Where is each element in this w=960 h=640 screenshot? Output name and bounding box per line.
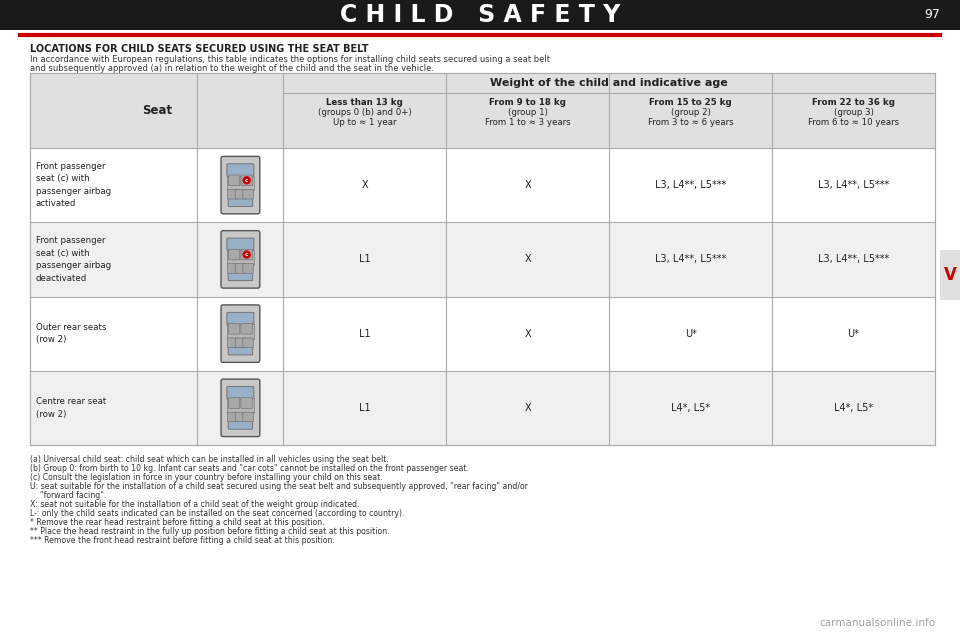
FancyBboxPatch shape — [221, 156, 260, 214]
Text: Front passenger
seat (c) with
passenger airbag
activated: Front passenger seat (c) with passenger … — [36, 162, 111, 209]
Text: and subsequently approved (a) in relation to the weight of the child and the sea: and subsequently approved (a) in relatio… — [30, 64, 434, 73]
FancyBboxPatch shape — [228, 397, 240, 408]
Bar — [227, 398, 254, 413]
Text: X: X — [524, 328, 531, 339]
FancyBboxPatch shape — [227, 387, 254, 399]
Text: From 6 to ≈ 10 years: From 6 to ≈ 10 years — [808, 118, 900, 127]
Text: 97: 97 — [924, 8, 940, 22]
Text: X: X — [524, 403, 531, 413]
FancyBboxPatch shape — [228, 271, 252, 281]
Text: carmanualsonline.info: carmanualsonline.info — [819, 618, 935, 628]
FancyBboxPatch shape — [241, 249, 252, 260]
Text: LOCATIONS FOR CHILD SEATS SECURED USING THE SEAT BELT: LOCATIONS FOR CHILD SEATS SECURED USING … — [30, 44, 369, 54]
Circle shape — [243, 251, 251, 258]
FancyBboxPatch shape — [228, 197, 252, 207]
FancyBboxPatch shape — [228, 420, 252, 429]
Text: From 15 to 25 kg: From 15 to 25 kg — [649, 98, 732, 107]
FancyBboxPatch shape — [243, 264, 253, 273]
Text: L3, L4**, L5***: L3, L4**, L5*** — [818, 254, 889, 264]
FancyBboxPatch shape — [241, 175, 252, 186]
Text: From 9 to 18 kg: From 9 to 18 kg — [490, 98, 566, 107]
Text: "forward facing".: "forward facing". — [30, 491, 107, 500]
Text: X: seat not suitable for the installation of a child seat of the weight group in: X: seat not suitable for the installatio… — [30, 500, 360, 509]
Text: U*: U* — [684, 328, 697, 339]
Text: L1: L1 — [359, 328, 371, 339]
Text: Weight of the child and indicative age: Weight of the child and indicative age — [491, 78, 728, 88]
Text: L4*, L5*: L4*, L5* — [834, 403, 873, 413]
FancyBboxPatch shape — [235, 189, 246, 199]
Bar — [30, 371, 935, 445]
FancyBboxPatch shape — [228, 249, 240, 260]
Text: c: c — [245, 252, 249, 257]
Text: * Remove the rear head restraint before fitting a child seat at this position.: * Remove the rear head restraint before … — [30, 518, 324, 527]
Text: V: V — [944, 266, 956, 284]
FancyBboxPatch shape — [228, 264, 238, 273]
Text: In accordance with European regulations, this table indicates the options for in: In accordance with European regulations,… — [30, 55, 550, 64]
FancyBboxPatch shape — [228, 323, 240, 334]
Text: Front passenger
seat (c) with
passenger airbag
deactivated: Front passenger seat (c) with passenger … — [36, 236, 111, 283]
Text: L-: only the child seats indicated can be installed on the seat concerned (accor: L-: only the child seats indicated can b… — [30, 509, 404, 518]
Text: Seat: Seat — [142, 104, 172, 117]
FancyBboxPatch shape — [243, 412, 253, 422]
FancyBboxPatch shape — [228, 175, 240, 186]
Text: U*: U* — [848, 328, 859, 339]
Text: From 1 to ≈ 3 years: From 1 to ≈ 3 years — [485, 118, 570, 127]
Text: Outer rear seats
(row 2): Outer rear seats (row 2) — [36, 323, 107, 344]
Text: X: X — [524, 180, 531, 190]
Text: *** Remove the front head restraint before fitting a child seat at this position: *** Remove the front head restraint befo… — [30, 536, 335, 545]
Text: (group 3): (group 3) — [833, 108, 874, 117]
FancyBboxPatch shape — [221, 379, 260, 436]
Text: (c) Consult the legislation in force in your country before installing your chil: (c) Consult the legislation in force in … — [30, 473, 383, 482]
Bar — [30, 73, 935, 445]
Text: (group 1): (group 1) — [508, 108, 548, 117]
Text: X: X — [524, 254, 531, 264]
FancyBboxPatch shape — [243, 338, 253, 348]
Text: L1: L1 — [359, 254, 371, 264]
FancyBboxPatch shape — [221, 230, 260, 288]
Bar — [30, 222, 935, 296]
FancyBboxPatch shape — [228, 346, 252, 355]
Text: (b) Group 0: from birth to 10 kg. Infant car seats and "car cots" cannot be inst: (b) Group 0: from birth to 10 kg. Infant… — [30, 464, 469, 473]
FancyBboxPatch shape — [228, 412, 238, 422]
Text: (groups 0 (b) and 0+): (groups 0 (b) and 0+) — [318, 108, 412, 117]
Bar — [227, 250, 254, 265]
Circle shape — [243, 177, 251, 184]
Bar — [0, 0, 960, 30]
Text: ** Place the head restraint in the fully up position before fitting a child seat: ** Place the head restraint in the fully… — [30, 527, 390, 536]
Text: L3, L4**, L5***: L3, L4**, L5*** — [655, 254, 727, 264]
FancyBboxPatch shape — [235, 338, 246, 348]
Text: X: X — [362, 180, 369, 190]
FancyBboxPatch shape — [221, 305, 260, 362]
FancyBboxPatch shape — [243, 189, 253, 199]
FancyBboxPatch shape — [228, 338, 238, 348]
Bar — [940, 250, 960, 300]
Text: (a) Universal child seat: child seat which can be installed in all vehicles usin: (a) Universal child seat: child seat whi… — [30, 455, 389, 464]
FancyBboxPatch shape — [235, 412, 246, 422]
FancyBboxPatch shape — [235, 264, 246, 273]
Text: U: seat suitable for the installation of a child seat secured using the seat bel: U: seat suitable for the installation of… — [30, 482, 528, 491]
Text: L1: L1 — [359, 403, 371, 413]
FancyBboxPatch shape — [227, 238, 254, 251]
Text: Less than 13 kg: Less than 13 kg — [326, 98, 403, 107]
Text: Centre rear seat
(row 2): Centre rear seat (row 2) — [36, 397, 107, 419]
FancyBboxPatch shape — [241, 323, 252, 334]
Text: C H I L D   S A F E T Y: C H I L D S A F E T Y — [340, 3, 620, 27]
Text: From 22 to 36 kg: From 22 to 36 kg — [812, 98, 895, 107]
Bar — [227, 175, 254, 191]
FancyBboxPatch shape — [228, 189, 238, 199]
Text: Up to ≈ 1 year: Up to ≈ 1 year — [333, 118, 396, 127]
Text: L3, L4**, L5***: L3, L4**, L5*** — [655, 180, 727, 190]
Text: c: c — [245, 178, 249, 183]
Bar — [30, 73, 935, 148]
Bar — [227, 324, 254, 339]
Text: (group 2): (group 2) — [671, 108, 710, 117]
Text: L4*, L5*: L4*, L5* — [671, 403, 710, 413]
Text: From 3 to ≈ 6 years: From 3 to ≈ 6 years — [648, 118, 733, 127]
FancyBboxPatch shape — [227, 164, 254, 177]
Text: L3, L4**, L5***: L3, L4**, L5*** — [818, 180, 889, 190]
FancyBboxPatch shape — [241, 397, 252, 408]
FancyBboxPatch shape — [227, 312, 254, 325]
